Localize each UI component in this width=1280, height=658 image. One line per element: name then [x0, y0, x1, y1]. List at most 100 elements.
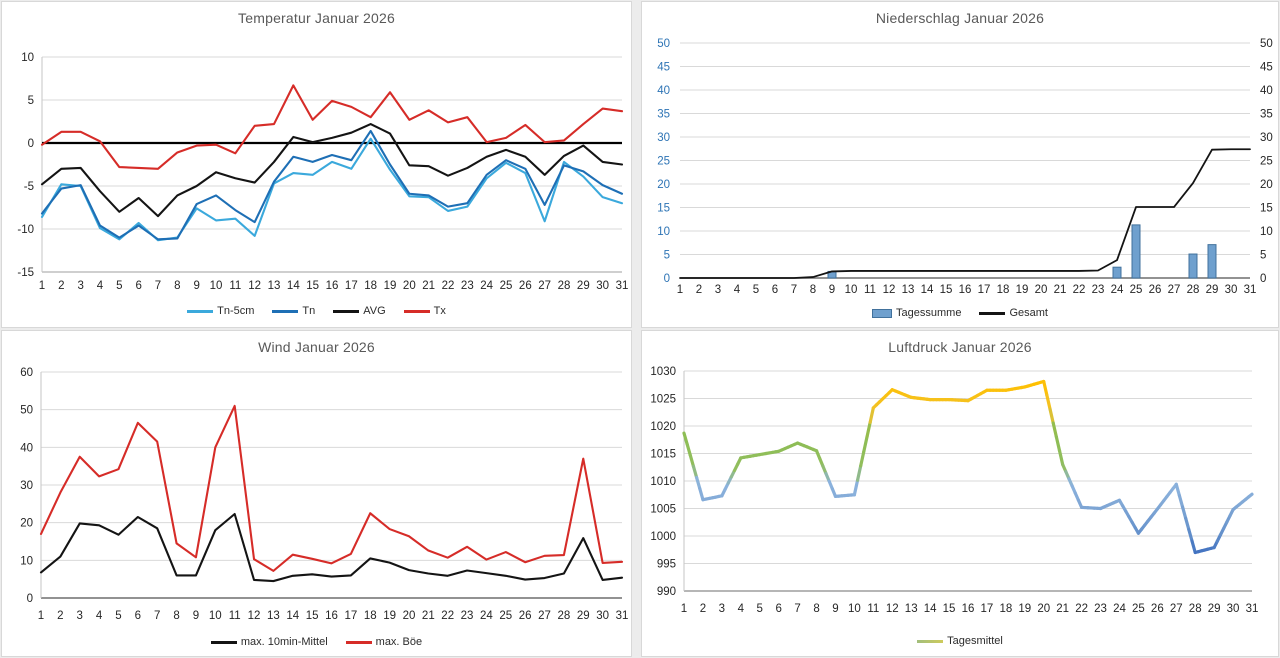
svg-text:16: 16 — [962, 603, 975, 615]
svg-text:9: 9 — [193, 610, 199, 622]
svg-text:26: 26 — [1149, 284, 1162, 296]
line-swatch-icon — [333, 309, 360, 313]
legend-label: AVG — [363, 305, 386, 317]
legend-item-gesamt: Gesamt — [979, 307, 1048, 319]
svg-text:18: 18 — [364, 280, 377, 292]
svg-text:18: 18 — [997, 284, 1010, 296]
svg-text:17: 17 — [981, 603, 994, 615]
pressure-chart-panel: Luftdruck Januar 2026 Tagesmittel 990 995… — [641, 330, 1279, 657]
svg-text:29: 29 — [577, 280, 590, 292]
legend-label: Gesamt — [1009, 307, 1048, 319]
line-swatch-icon — [272, 309, 299, 313]
temperature-chart-panel: Temperatur Januar 2026 Tn-5cm Tn AVG Tx -15… — [1, 1, 632, 328]
line-tn-5cm — [40, 137, 624, 242]
svg-text:29: 29 — [577, 610, 590, 622]
line-swatch-icon — [403, 309, 430, 313]
svg-text:5: 5 — [1260, 250, 1266, 262]
svg-text:5: 5 — [664, 250, 670, 262]
svg-text:23: 23 — [461, 280, 474, 292]
bar-tagessumme — [1188, 253, 1198, 279]
bar-tagessumme — [1112, 266, 1122, 279]
svg-text:14: 14 — [286, 610, 299, 622]
svg-text:31: 31 — [1246, 603, 1259, 615]
svg-text:20: 20 — [1035, 284, 1048, 296]
line-swatch-icon — [345, 640, 372, 644]
svg-text:-15: -15 — [17, 267, 34, 279]
svg-text:1020: 1020 — [650, 421, 676, 433]
svg-text:19: 19 — [1016, 284, 1029, 296]
svg-text:19: 19 — [383, 610, 396, 622]
svg-text:8: 8 — [813, 603, 819, 615]
svg-text:1: 1 — [38, 610, 44, 622]
legend-label: Tn — [302, 305, 316, 317]
svg-text:31: 31 — [616, 280, 629, 292]
svg-text:20: 20 — [1037, 603, 1050, 615]
svg-text:16: 16 — [959, 284, 972, 296]
svg-text:6: 6 — [775, 603, 781, 615]
svg-text:10: 10 — [1260, 226, 1273, 238]
svg-text:0: 0 — [1260, 273, 1266, 285]
svg-text:20: 20 — [403, 610, 416, 622]
svg-text:4: 4 — [96, 610, 103, 622]
svg-text:6: 6 — [135, 610, 141, 622]
svg-text:22: 22 — [1075, 603, 1088, 615]
legend-label: Tagessumme — [896, 307, 962, 319]
svg-text:22: 22 — [441, 610, 454, 622]
legend-item-tn: Tn — [272, 305, 315, 317]
svg-text:11: 11 — [867, 603, 879, 615]
svg-text:6: 6 — [135, 280, 141, 292]
svg-text:35: 35 — [1260, 109, 1273, 121]
svg-text:1025: 1025 — [650, 394, 676, 406]
legend-label: Tx — [433, 305, 446, 317]
precipitation-chart-title: Niederschlag Januar 2026 — [875, 10, 1045, 26]
line-swatch-icon — [210, 640, 237, 644]
svg-text:13: 13 — [268, 280, 281, 292]
svg-text:1030: 1030 — [650, 366, 676, 378]
svg-text:20: 20 — [1260, 179, 1273, 191]
svg-text:35: 35 — [657, 109, 670, 121]
svg-text:40: 40 — [1260, 85, 1273, 97]
svg-text:27: 27 — [538, 610, 551, 622]
svg-text:7: 7 — [791, 284, 797, 296]
svg-text:0: 0 — [664, 273, 670, 285]
svg-text:30: 30 — [657, 132, 670, 144]
svg-text:30: 30 — [1227, 603, 1240, 615]
svg-text:5: 5 — [757, 603, 763, 615]
svg-text:13: 13 — [902, 284, 915, 296]
svg-text:15: 15 — [657, 203, 670, 215]
svg-text:40: 40 — [657, 85, 670, 97]
precipitation-chart-legend: Tagessumme Gesamt — [642, 307, 1278, 319]
svg-text:24: 24 — [480, 610, 493, 622]
svg-text:17: 17 — [344, 610, 357, 622]
svg-text:25: 25 — [1130, 284, 1143, 296]
svg-text:3: 3 — [77, 610, 83, 622]
svg-text:15: 15 — [943, 603, 956, 615]
svg-text:24: 24 — [1113, 603, 1126, 615]
svg-text:14: 14 — [924, 603, 937, 615]
legend-item-tagessumme: Tagessumme — [872, 307, 961, 319]
legend-item-tx: Tx — [403, 305, 446, 317]
line-swatch-icon — [187, 309, 214, 313]
svg-text:50: 50 — [20, 405, 33, 417]
svg-text:12: 12 — [886, 603, 899, 615]
svg-text:50: 50 — [1260, 38, 1273, 50]
svg-text:1: 1 — [39, 280, 45, 292]
svg-text:18: 18 — [364, 610, 377, 622]
svg-text:26: 26 — [519, 280, 532, 292]
svg-text:11: 11 — [229, 280, 241, 292]
svg-text:30: 30 — [20, 480, 33, 492]
svg-text:45: 45 — [1260, 62, 1273, 74]
svg-text:8: 8 — [810, 284, 816, 296]
svg-text:31: 31 — [1244, 284, 1257, 296]
svg-text:40: 40 — [20, 442, 33, 454]
wind-chart-legend: max. 10min-Mittel max. Böe — [2, 636, 631, 648]
line-gesamt — [679, 148, 1251, 279]
svg-text:1: 1 — [681, 603, 687, 615]
svg-text:21: 21 — [1054, 284, 1067, 296]
svg-text:19: 19 — [384, 280, 397, 292]
svg-text:4: 4 — [97, 280, 104, 292]
line-swatch-icon — [917, 639, 944, 643]
wind-chart-panel: Wind Januar 2026 max. 10min-Mittel max. B… — [1, 330, 632, 657]
svg-text:10: 10 — [848, 603, 861, 615]
